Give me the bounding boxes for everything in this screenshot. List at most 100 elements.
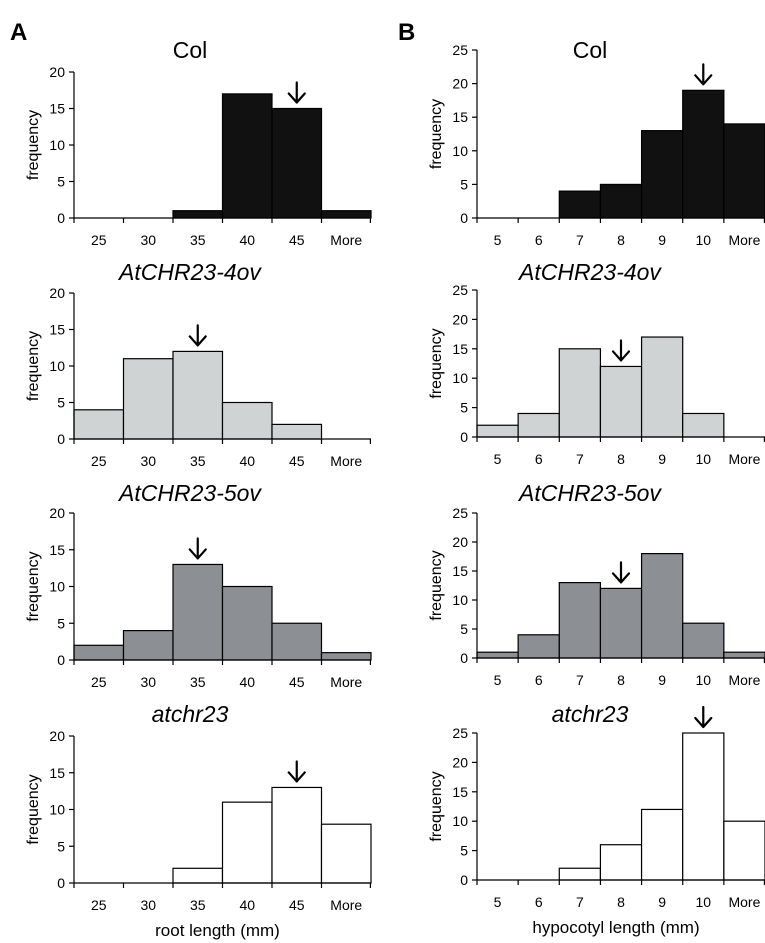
median-arrow-icon xyxy=(188,324,207,347)
bar-More xyxy=(320,652,372,661)
bar-More xyxy=(320,210,372,219)
y-tick-label: 0 xyxy=(460,872,468,888)
bar-45 xyxy=(271,423,323,440)
x-tick-label: 8 xyxy=(617,451,625,467)
bar-45 xyxy=(271,107,323,219)
x-tick-label: 10 xyxy=(695,894,711,910)
y-axis-label: frequency xyxy=(428,771,445,841)
bar-35 xyxy=(172,350,224,440)
y-tick-label: 5 xyxy=(57,838,65,854)
y-axis-label: frequency xyxy=(428,99,445,169)
x-tick-label: 9 xyxy=(658,451,666,467)
y-tick-label: 5 xyxy=(57,174,65,190)
bar-10 xyxy=(682,622,725,659)
x-axis-label: root length (mm) xyxy=(155,921,280,940)
x-tick-label: 7 xyxy=(576,232,584,248)
y-tick-label: 0 xyxy=(57,652,65,668)
x-tick-label: 6 xyxy=(535,894,543,910)
x-tick-label: More xyxy=(330,232,362,248)
median-arrow-icon xyxy=(694,63,713,86)
y-tick-label: 25 xyxy=(452,42,468,58)
y-tick-label: 15 xyxy=(49,322,65,338)
y-tick-label: 10 xyxy=(452,592,468,608)
y-axis-label: frequency xyxy=(25,774,42,844)
x-tick-label: 9 xyxy=(658,672,666,688)
x-tick-label: More xyxy=(728,894,760,910)
y-tick-label: 0 xyxy=(57,875,65,891)
x-tick-label: 35 xyxy=(190,232,206,248)
x-tick-label: 7 xyxy=(576,451,584,467)
x-tick-label: 40 xyxy=(239,674,255,690)
y-tick-label: 5 xyxy=(460,176,468,192)
bar-More xyxy=(723,820,765,881)
chart-title: AtCHR23-5ov xyxy=(117,480,262,506)
y-tick-label: 15 xyxy=(49,542,65,558)
x-tick-label: 40 xyxy=(239,897,255,913)
x-tick-label: 40 xyxy=(239,232,255,248)
histogram-a3: AtCHR23-5ov 0 5 10 15 20 25 30 35 40 45 More frequen… xyxy=(25,480,372,690)
y-tick-label: 20 xyxy=(452,754,468,770)
x-tick-label: 45 xyxy=(289,453,305,469)
bar-More xyxy=(320,823,372,884)
x-tick-label: 35 xyxy=(190,674,206,690)
y-axis-label: frequency xyxy=(428,550,445,620)
x-tick-label: 25 xyxy=(91,674,107,690)
chart-title: atchr23 xyxy=(552,701,629,727)
x-tick-label: 7 xyxy=(576,672,584,688)
y-tick-label: 25 xyxy=(452,282,468,298)
histogram-a1: Col 0 5 10 15 20 25 30 35 40 45 More frequency xyxy=(25,37,372,248)
x-tick-label: More xyxy=(728,232,760,248)
x-tick-label: 7 xyxy=(576,894,584,910)
y-tick-label: 10 xyxy=(49,137,65,153)
bar-8 xyxy=(599,587,643,659)
x-tick-label: 5 xyxy=(494,232,502,248)
median-arrow-icon xyxy=(611,339,631,362)
y-tick-label: 15 xyxy=(452,341,468,357)
x-tick-label: 45 xyxy=(289,232,305,248)
y-tick-label: 15 xyxy=(49,765,65,781)
y-tick-label: 5 xyxy=(460,400,468,416)
histogram-b4: atchr23 0 5 10 15 20 25 5 6 7 8 9 10 More frequency hyp… xyxy=(428,701,765,937)
x-tick-label: 30 xyxy=(140,897,156,913)
y-axis-label: frequency xyxy=(25,331,42,401)
chart-title: Col xyxy=(573,37,608,63)
bar-45 xyxy=(271,622,323,661)
y-tick-label: 20 xyxy=(49,505,65,521)
y-tick-label: 5 xyxy=(57,395,65,411)
bar-35 xyxy=(172,867,224,884)
y-tick-label: 25 xyxy=(452,725,468,741)
chart-title: AtCHR23-4ov xyxy=(117,259,262,285)
x-axis-label: hypocotyl length (mm) xyxy=(532,918,699,937)
y-axis-label: frequency xyxy=(25,110,42,180)
bar-25 xyxy=(73,644,125,661)
histogram-a2: AtCHR23-4ov 0 5 10 15 20 25 30 35 40 45 More frequen… xyxy=(25,259,371,469)
y-tick-label: 20 xyxy=(452,534,468,550)
x-tick-label: 25 xyxy=(91,453,107,469)
y-tick-label: 5 xyxy=(460,843,468,859)
y-tick-label: 20 xyxy=(452,311,468,327)
y-tick-label: 10 xyxy=(452,813,468,829)
x-tick-label: 6 xyxy=(535,672,543,688)
x-tick-label: 10 xyxy=(695,232,711,248)
x-tick-label: 30 xyxy=(140,232,156,248)
median-arrow-icon xyxy=(611,561,631,584)
bar-6 xyxy=(517,412,560,438)
y-tick-label: 20 xyxy=(49,285,65,301)
x-tick-label: 9 xyxy=(658,894,666,910)
bar-5 xyxy=(476,651,519,659)
x-tick-label: 10 xyxy=(695,451,711,467)
bar-8 xyxy=(599,365,643,438)
bar-8 xyxy=(599,844,643,881)
bar-7 xyxy=(558,348,602,438)
bar-35 xyxy=(172,563,224,661)
bar-40 xyxy=(221,401,273,440)
x-tick-label: 5 xyxy=(494,672,502,688)
y-tick-label: 10 xyxy=(452,370,468,386)
x-tick-label: 6 xyxy=(535,232,543,248)
y-tick-label: 5 xyxy=(57,615,65,631)
y-tick-label: 20 xyxy=(49,64,65,80)
x-tick-label: 9 xyxy=(658,232,666,248)
y-tick-label: 0 xyxy=(460,210,468,226)
x-tick-label: 5 xyxy=(494,894,502,910)
bar-40 xyxy=(221,585,273,661)
